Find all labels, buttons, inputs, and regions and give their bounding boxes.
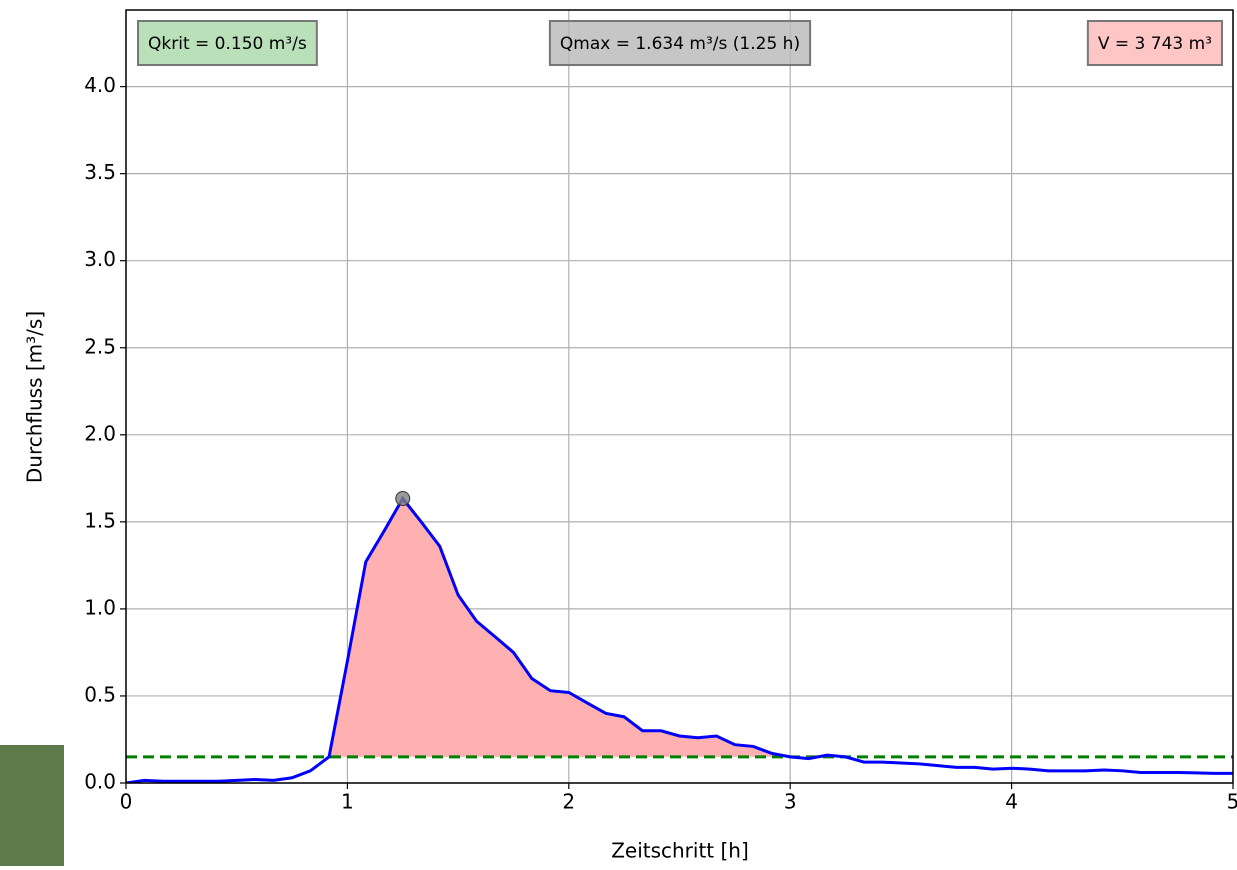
- series-line: [126, 495, 1233, 783]
- background-image-fragment: [0, 745, 64, 866]
- annotation-box: [548, 20, 812, 66]
- y-axis-label: Durchfluss [m³/s]: [23, 311, 47, 483]
- y-tick-label: 0.0: [84, 770, 116, 794]
- y-tick-label: 1.0: [84, 595, 116, 619]
- annotation-text: Qkrit = 0.150 m³/s: [148, 34, 307, 54]
- annotation-text: Qmax = 1.634 m³/s (1.25 h): [560, 34, 800, 54]
- y-tick-label: 3.5: [84, 160, 116, 184]
- y-tick-label: 0.5: [84, 682, 116, 706]
- y-tick-label: 2.0: [84, 421, 116, 445]
- x-tick-label: 3: [784, 790, 797, 814]
- x-tick-label: 1: [341, 790, 354, 814]
- y-tick-label: 3.0: [84, 247, 116, 271]
- x-tick-label: 0: [120, 790, 133, 814]
- annotation-box: [137, 20, 318, 66]
- y-tick-label: 1.5: [84, 508, 116, 532]
- x-tick-label: 4: [1005, 790, 1018, 814]
- peak-marker: [395, 491, 411, 507]
- x-axis-label: Zeitschritt [h]: [611, 839, 749, 863]
- annotation-text: V = 3 743 m³: [1098, 34, 1212, 54]
- annotation-box: [1086, 20, 1223, 66]
- y-tick-label: 2.5: [84, 334, 116, 358]
- plot-frame: [125, 9, 1234, 784]
- y-tick-label: 4.0: [84, 73, 116, 97]
- x-tick-label: 5: [1227, 790, 1237, 814]
- exceedance-area: [126, 498, 1233, 757]
- x-tick-label: 2: [562, 790, 575, 814]
